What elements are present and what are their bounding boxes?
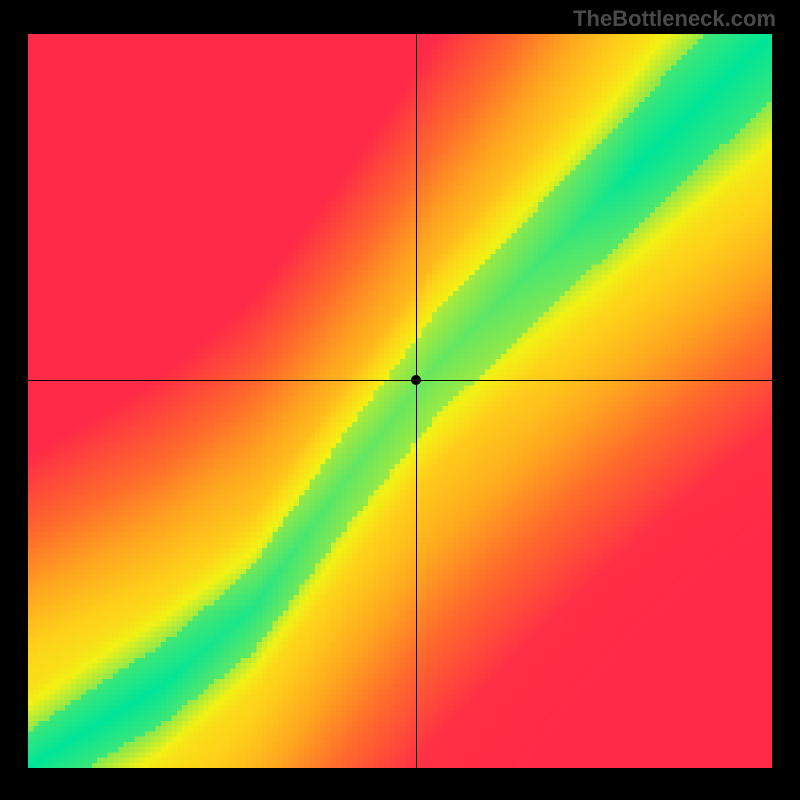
heatmap-plot-area: [28, 34, 772, 768]
crosshair-horizontal: [28, 380, 772, 381]
watermark-text: TheBottleneck.com: [573, 6, 776, 32]
heatmap-canvas: [28, 34, 772, 768]
crosshair-marker: [411, 375, 421, 385]
crosshair-vertical: [416, 34, 417, 768]
